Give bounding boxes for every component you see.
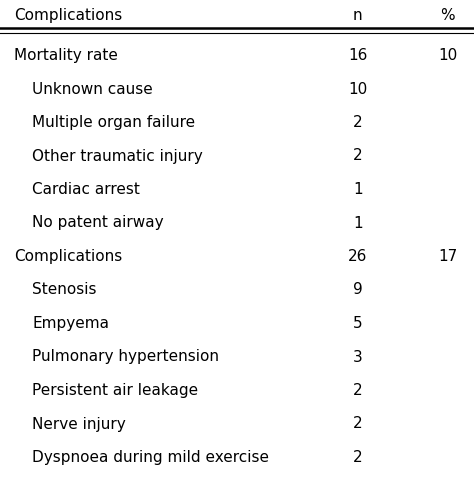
Text: Multiple organ failure: Multiple organ failure [32,115,195,130]
Text: No patent airway: No patent airway [32,215,164,230]
Text: 1: 1 [353,182,363,197]
Text: 5: 5 [353,316,363,331]
Text: %: % [441,8,455,23]
Text: Pulmonary hypertension: Pulmonary hypertension [32,349,219,364]
Text: 26: 26 [348,249,367,264]
Text: Cardiac arrest: Cardiac arrest [32,182,140,197]
Text: Complications: Complications [14,249,122,264]
Text: 3: 3 [353,349,363,364]
Text: n: n [353,8,363,23]
Text: Complications: Complications [14,8,122,23]
Text: 17: 17 [438,249,457,264]
Text: Other traumatic injury: Other traumatic injury [32,149,203,164]
Text: 10: 10 [348,81,367,96]
Text: Unknown cause: Unknown cause [32,81,153,96]
Text: 2: 2 [353,383,363,398]
Text: 2: 2 [353,417,363,432]
Text: Persistent air leakage: Persistent air leakage [32,383,198,398]
Text: 2: 2 [353,115,363,130]
Text: Stenosis: Stenosis [32,283,97,298]
Text: Dyspnoea during mild exercise: Dyspnoea during mild exercise [32,450,269,465]
Text: 2: 2 [353,149,363,164]
Text: 2: 2 [353,450,363,465]
Text: Nerve injury: Nerve injury [32,417,126,432]
Text: Mortality rate: Mortality rate [14,48,118,63]
Text: 16: 16 [348,48,367,63]
Text: 10: 10 [438,48,457,63]
Text: 9: 9 [353,283,363,298]
Text: Empyema: Empyema [32,316,109,331]
Text: 1: 1 [353,215,363,230]
